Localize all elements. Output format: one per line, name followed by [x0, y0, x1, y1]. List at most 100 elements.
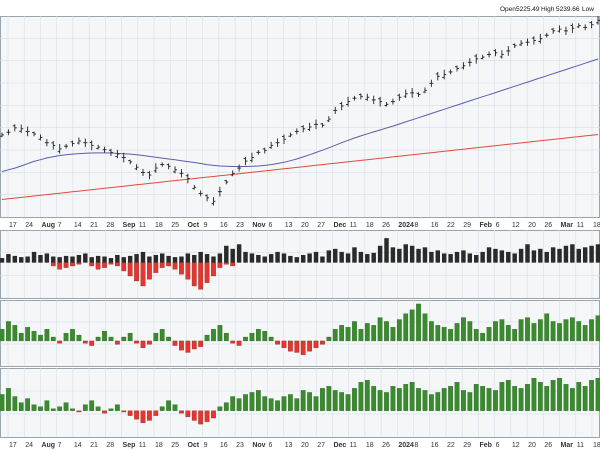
oscillator-bar-up: [550, 321, 556, 342]
x-tick-label: 18: [366, 442, 374, 449]
x-tick-label: 16: [431, 222, 439, 229]
x-tick-label: 26: [382, 222, 390, 229]
volume-bar: [179, 256, 184, 263]
oscillator-bar-up: [307, 392, 312, 411]
volume-bar: [268, 254, 274, 263]
moving-average-fast-line: [1, 58, 599, 173]
oscillator-bar-up: [281, 396, 287, 411]
price-bar: [422, 87, 427, 94]
oscillator-bar-up: [493, 321, 498, 342]
x-tick-label: 18: [593, 442, 600, 449]
oscillator-bar-up: [467, 321, 473, 342]
oscillator-bar-up: [358, 329, 364, 342]
x-tick-label: 11: [577, 442, 584, 449]
volume-bar: [441, 253, 447, 263]
price-bar: [557, 25, 562, 33]
volume-bar: [83, 253, 88, 263]
oscillator-bar-up: [525, 384, 530, 411]
oscillator-bar-up: [121, 336, 127, 342]
oscillator-bar-up: [595, 378, 600, 411]
oscillator-panel-2: [0, 378, 600, 425]
x-tick-label: Dec: [333, 222, 346, 229]
volume-bar: [461, 250, 466, 263]
oscillator-bar-down: [82, 340, 88, 344]
volume-bar: [38, 254, 43, 263]
price-bar: [115, 149, 120, 159]
oscillator-bar-down: [147, 340, 152, 345]
price-bar: [51, 141, 56, 150]
volume-bar: [538, 248, 543, 263]
open-value: 5225.49: [516, 6, 540, 13]
oscillator-bar-down: [89, 340, 95, 346]
price-bar: [32, 131, 37, 137]
volume-negative-bar: [217, 262, 223, 268]
price-bar: [301, 125, 306, 133]
x-tick-label: 9: [204, 442, 208, 449]
x-tick-label: 6: [496, 222, 500, 229]
volume-bar: [474, 254, 479, 263]
oscillator-bar-down: [76, 410, 82, 413]
volume-bar: [570, 244, 575, 263]
price-bar: [487, 51, 492, 58]
price-bar: [217, 186, 222, 197]
price-bar: [249, 152, 254, 163]
x-tick-label: 14: [74, 222, 82, 229]
volume-negative-bar: [172, 262, 178, 270]
x-tick-label: 12: [512, 222, 520, 229]
oscillator-bar-down: [191, 340, 197, 350]
oscillator-bar-up: [371, 325, 377, 342]
price-panel: [0, 16, 600, 206]
oscillator-bar-up: [403, 313, 409, 342]
price-bar: [269, 141, 274, 149]
volume-negative-bar: [121, 262, 127, 272]
oscillator-bar-up: [493, 390, 498, 411]
volume-bar: [51, 256, 56, 263]
x-tick-label: 20: [528, 442, 536, 449]
x-tick-label: Mar: [561, 222, 574, 229]
oscillator-bar-up: [416, 388, 421, 411]
volume-bar: [185, 253, 191, 263]
oscillator-bar-up: [262, 396, 268, 411]
oscillator-bar-down: [198, 340, 204, 347]
high-value: 5239.66: [556, 6, 580, 13]
volume-bar: [108, 258, 114, 263]
oscillator-bar-up: [435, 325, 441, 342]
volume-bar: [518, 248, 524, 263]
oscillator-bar-up: [345, 394, 351, 411]
oscillator-bar-up: [25, 327, 31, 342]
oscillator-bar-up: [166, 336, 171, 342]
price-bar: [102, 146, 107, 153]
oscillator-bar-up: [531, 323, 537, 342]
oscillator-bar-down: [236, 340, 242, 346]
volume-bar: [121, 257, 126, 263]
oscillator-bar-up: [70, 408, 75, 411]
x-axis-upper: 17 24 Aug 7 14 21 28 Sep 11 18 25 Oct 9 16 23 Nov 6 13 20 2…: [9, 222, 600, 229]
oscillator-bar-up: [512, 329, 518, 342]
x-tick-label: 6: [269, 222, 273, 229]
price-bar: [96, 144, 101, 150]
oscillator-bar-down: [191, 410, 197, 421]
volume-negative-bar: [50, 262, 56, 267]
price-bar: [275, 138, 280, 147]
oscillator-bar-up: [159, 406, 165, 411]
oscillator-bar-down: [179, 340, 184, 351]
oscillator-bar-up: [441, 388, 447, 411]
volume-bar: [506, 251, 511, 263]
oscillator-bar-up: [320, 388, 325, 411]
price-bar: [320, 122, 325, 128]
oscillator-bar-up: [82, 404, 88, 411]
price-bar: [198, 190, 203, 197]
price-bars: [0, 16, 600, 206]
price-bar: [44, 139, 49, 147]
price-bar: [512, 43, 517, 49]
high-label: High: [541, 6, 555, 13]
x-tick-label: 22: [447, 222, 455, 229]
volume-bar: [89, 257, 94, 263]
oscillator-bar-up: [12, 325, 18, 342]
oscillator-bar-up: [102, 331, 107, 342]
x-tick-label: Feb: [479, 222, 491, 229]
oscillator-bar-down: [288, 340, 293, 352]
oscillator-bar-up: [557, 378, 562, 411]
oscillator-bar-up: [44, 329, 50, 342]
oscillator-bar-down: [211, 410, 216, 419]
